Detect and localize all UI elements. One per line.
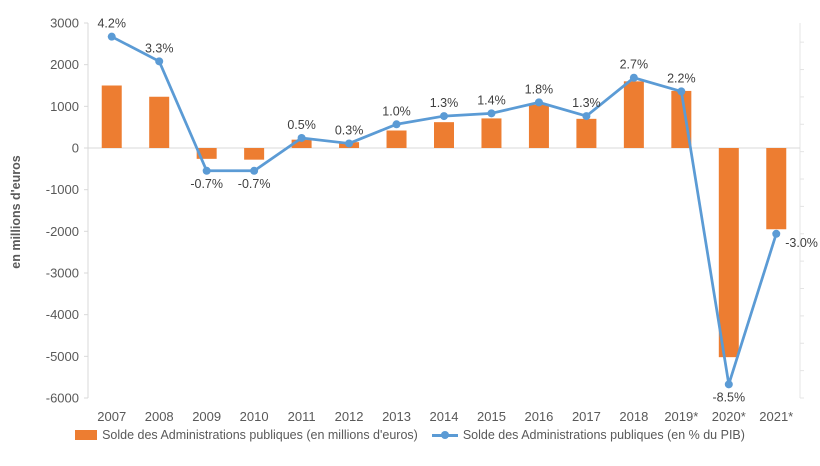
- legend-item-bar-series: Solde des Administrations publiques (en …: [75, 428, 418, 442]
- marker-2014: [440, 112, 448, 121]
- x-label-2021*: 2021*: [759, 409, 793, 424]
- y-tick-label--1000: -1000: [46, 182, 79, 197]
- bar-2020*: [718, 148, 739, 358]
- line-series-marker-icon: [431, 431, 458, 439]
- marker-2018: [629, 73, 638, 82]
- bar-2014: [434, 122, 454, 148]
- marker-2007: [107, 32, 116, 41]
- point-label-2016: 1.8%: [525, 82, 554, 96]
- x-label-2017: 2017: [572, 409, 601, 424]
- point-label-2018: 2.7%: [620, 58, 649, 72]
- bar-2008: [149, 96, 170, 148]
- x-label-2008: 2008: [145, 409, 174, 424]
- y-tick-label--6000: -6000: [46, 391, 79, 406]
- bar-series-label: Solde des Administrations publiques (en …: [102, 428, 418, 442]
- x-label-2007: 2007: [97, 409, 126, 424]
- bar-series-swatch-icon: [75, 430, 98, 440]
- marker-2019*: [677, 87, 686, 96]
- point-label-2010: -0.7%: [238, 177, 271, 191]
- point-label-2007: 4.2%: [97, 17, 126, 31]
- y-tick-label--2000: -2000: [46, 224, 79, 239]
- marker-2020*: [724, 380, 733, 389]
- x-label-2014: 2014: [430, 409, 459, 424]
- x-label-2016: 2016: [524, 409, 553, 424]
- line-series: [110, 35, 778, 386]
- bar-2007: [101, 85, 122, 148]
- point-label-2008: 3.3%: [145, 41, 174, 55]
- x-label-2013: 2013: [382, 409, 411, 424]
- y-tick-label-2000: 2000: [50, 57, 79, 72]
- x-label-2020*: 2020*: [712, 409, 746, 424]
- bar-2015: [481, 118, 502, 148]
- bar-2010: [244, 148, 265, 160]
- y-tick-label-1000: 1000: [50, 99, 79, 114]
- bar-2019*: [671, 90, 692, 148]
- point-label-2009: -0.7%: [190, 177, 223, 191]
- marker-2010: [250, 166, 259, 175]
- bar-2009: [196, 148, 217, 159]
- marker-2021*: [772, 229, 781, 238]
- y-tick-label--3000: -3000: [46, 266, 79, 281]
- marker-2012: [345, 139, 354, 148]
- x-label-2011: 2011: [288, 409, 316, 424]
- point-label-2017: 1.3%: [572, 96, 601, 110]
- bar-2021*: [766, 148, 787, 230]
- marker-2013: [392, 120, 401, 129]
- bar-2016: [528, 104, 549, 148]
- marker-2008: [155, 57, 164, 66]
- point-label-2011: 0.5%: [287, 118, 316, 132]
- point-label-2020*: -8.5%: [712, 390, 745, 404]
- point-label-2019*: 2.2%: [667, 71, 696, 85]
- bar-2013: [386, 130, 407, 148]
- x-label-2015: 2015: [477, 409, 506, 424]
- bar-2018: [623, 81, 644, 148]
- point-label-2015: 1.4%: [477, 93, 506, 107]
- point-label-2014: 1.3%: [430, 96, 459, 110]
- y-tick-label--5000: -5000: [46, 349, 79, 364]
- point-label-2021*: -3.0%: [785, 236, 818, 250]
- marker-2011: [297, 133, 306, 142]
- line-series-label: Solde des Administrations publiques (en …: [462, 428, 745, 442]
- x-label-2019*: 2019*: [664, 409, 698, 424]
- marker-2015: [487, 109, 496, 118]
- y-tick-label--4000: -4000: [46, 307, 79, 322]
- x-label-2012: 2012: [335, 409, 364, 424]
- bar-2017: [576, 118, 597, 148]
- point-label-2013: 1.0%: [382, 104, 411, 118]
- x-label-2010: 2010: [240, 409, 269, 424]
- line-series-dot-icon: [440, 431, 449, 439]
- legend-item-line-series: Solde des Administrations publiques (en …: [431, 428, 745, 442]
- legend: Solde des Administrations publiques (en …: [0, 428, 820, 442]
- marker-2016: [534, 98, 543, 107]
- marker-2009: [202, 166, 211, 175]
- marker-2017: [582, 112, 591, 121]
- x-label-2018: 2018: [619, 409, 648, 424]
- point-label-2012: 0.3%: [335, 123, 364, 137]
- y-axis-title: en millions d'euros: [9, 155, 23, 269]
- y-tick-label-3000: 3000: [50, 16, 79, 31]
- x-label-2009: 2009: [192, 409, 221, 424]
- y-tick-label-0: 0: [72, 141, 79, 156]
- bar-2011: [291, 139, 312, 148]
